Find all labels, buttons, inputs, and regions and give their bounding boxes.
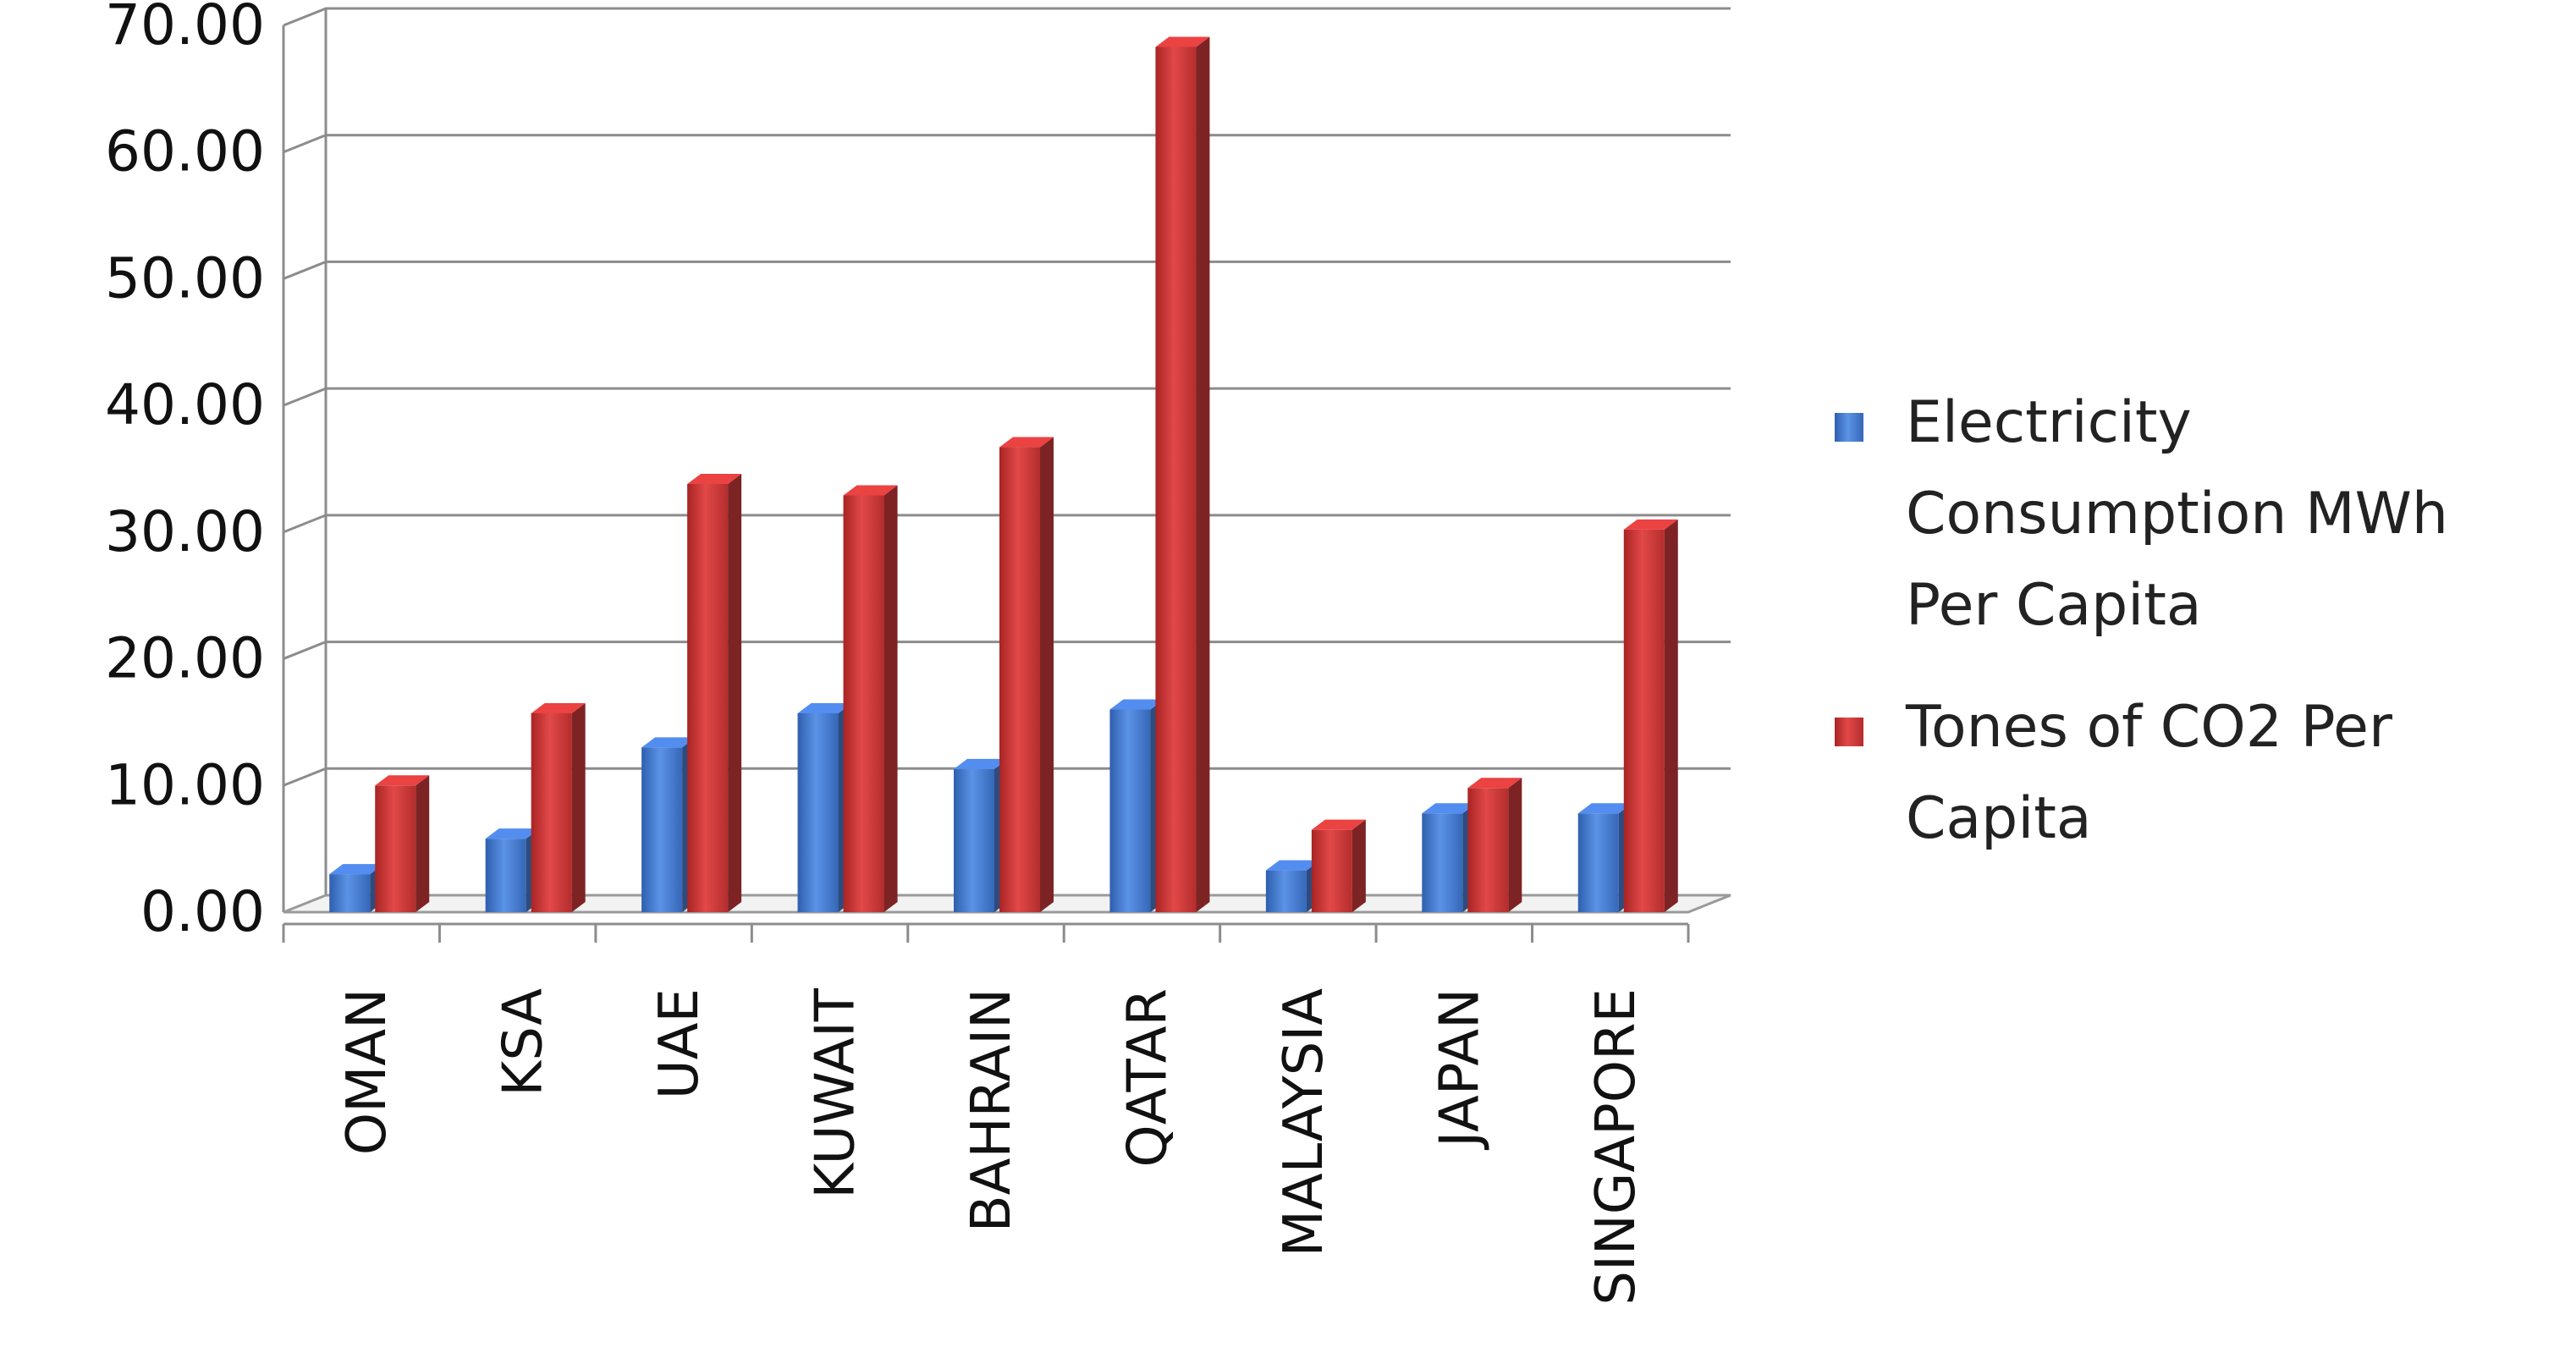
y-tick-label: 50.00: [105, 245, 265, 311]
x-tick-label: MALAYSIA: [1273, 988, 1335, 1257]
bar-front: [1311, 829, 1352, 912]
bar-front: [531, 712, 572, 912]
y-tick-label: 20.00: [105, 626, 265, 691]
bar-front: [375, 785, 416, 912]
bar: [1155, 36, 1210, 913]
y-tick-label: 70.00: [105, 0, 265, 58]
bar-top: [954, 758, 1008, 769]
x-axis-tick-labels: OMAN KSA UAE KUWAIT BAHRAIN QATAR MALAYSIA JAPA…: [336, 987, 1648, 1306]
x-tick-label: SINGAPORE: [1585, 988, 1648, 1306]
x-tick-label: QATAR: [1116, 988, 1179, 1168]
bar-side: [1040, 437, 1054, 912]
bar-top: [1155, 36, 1210, 47]
bar: [1311, 819, 1366, 912]
bar-side: [728, 473, 742, 912]
gridline: [283, 7, 1731, 27]
x-tick-label: JAPAN: [1428, 988, 1491, 1151]
bar: [999, 437, 1054, 912]
y-tick-label: 0.00: [140, 879, 265, 944]
bar-front: [641, 747, 683, 912]
x-axis: [282, 922, 1690, 943]
x-tick-label: BAHRAIN: [960, 988, 1023, 1232]
legend-swatch: [1835, 718, 1863, 746]
bar-front: [1467, 788, 1509, 912]
bar-front: [1623, 529, 1665, 912]
bar-side: [883, 485, 898, 912]
bar-side: [416, 775, 430, 912]
bar-side: [1508, 778, 1522, 912]
bar-top: [1577, 803, 1632, 814]
bar: [1467, 778, 1522, 912]
gridline: [283, 387, 1731, 407]
y-tick-label: 40.00: [105, 372, 265, 437]
legend-item: Tones of CO2 Per Capita: [1835, 694, 2392, 852]
bar: [687, 473, 742, 912]
bar-front: [1422, 813, 1463, 912]
bar-top: [687, 473, 742, 484]
gridlines: [283, 7, 1731, 787]
gridline: [283, 134, 1731, 154]
bar-front: [1577, 813, 1619, 912]
bar-front: [1155, 47, 1197, 913]
bar-top: [1623, 519, 1678, 530]
y-tick-label: 60.00: [105, 119, 265, 184]
y-tick-label: 10.00: [105, 752, 265, 817]
bar-side: [571, 702, 586, 912]
bars: [329, 36, 1678, 913]
y-axis-tick-labels: 0.00 10.00 20.00 30.00 40.00 50.00 60.00 70.00: [105, 0, 265, 944]
bar-top: [797, 702, 852, 713]
gridline: [283, 260, 1731, 280]
bar-front: [485, 839, 526, 912]
bar-top: [375, 775, 430, 786]
bar-side: [1664, 519, 1678, 912]
bar-front: [954, 768, 994, 912]
bar-top: [1422, 803, 1477, 814]
legend-item: Electricity Consumption MWh Per Capita: [1835, 389, 2448, 639]
legend: Electricity Consumption MWh Per Capita Tone…: [1835, 389, 2448, 852]
gridline: [283, 767, 1731, 787]
gridline: [283, 641, 1731, 660]
bar-front: [843, 495, 884, 912]
x-tick-label: KSA: [493, 988, 555, 1097]
legend-label: Electricity Consumption MWh Per Capita: [1906, 389, 2448, 639]
x-tick-label: UAE: [648, 988, 711, 1099]
bar-top: [1467, 778, 1522, 789]
bar: [531, 702, 586, 912]
bar-top: [329, 864, 384, 875]
gridline: [283, 514, 1731, 534]
bar-front: [329, 874, 371, 912]
legend-label: Tones of CO2 Per Capita: [1905, 694, 2392, 852]
bar-top: [999, 437, 1054, 448]
bar: [375, 775, 430, 912]
bar-front: [797, 712, 839, 912]
bar-front: [1109, 709, 1151, 912]
bar-top: [641, 737, 696, 748]
bar-front: [999, 447, 1040, 912]
legend-swatch: [1835, 413, 1863, 442]
x-tick-label: KUWAIT: [805, 987, 867, 1199]
bar-top: [485, 828, 540, 839]
bar-top: [1109, 699, 1164, 710]
bar-side: [1351, 819, 1366, 912]
x-tick-label: OMAN: [336, 988, 399, 1155]
y-tick-label: 30.00: [105, 499, 265, 564]
bar-side: [1196, 36, 1210, 913]
bar-top: [1311, 819, 1366, 830]
bar-front: [1265, 870, 1307, 912]
bar-front: [687, 483, 729, 912]
bar-top: [531, 702, 586, 713]
bar: [1577, 803, 1632, 912]
bar-top: [1265, 860, 1320, 871]
bar-top: [843, 485, 898, 496]
bar: [1623, 519, 1678, 912]
bar: [843, 485, 898, 912]
